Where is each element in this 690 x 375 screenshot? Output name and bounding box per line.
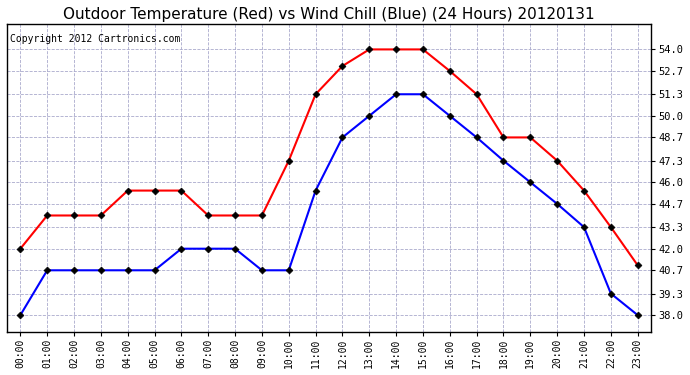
Text: Copyright 2012 Cartronics.com: Copyright 2012 Cartronics.com: [10, 34, 181, 44]
Title: Outdoor Temperature (Red) vs Wind Chill (Blue) (24 Hours) 20120131: Outdoor Temperature (Red) vs Wind Chill …: [63, 7, 595, 22]
